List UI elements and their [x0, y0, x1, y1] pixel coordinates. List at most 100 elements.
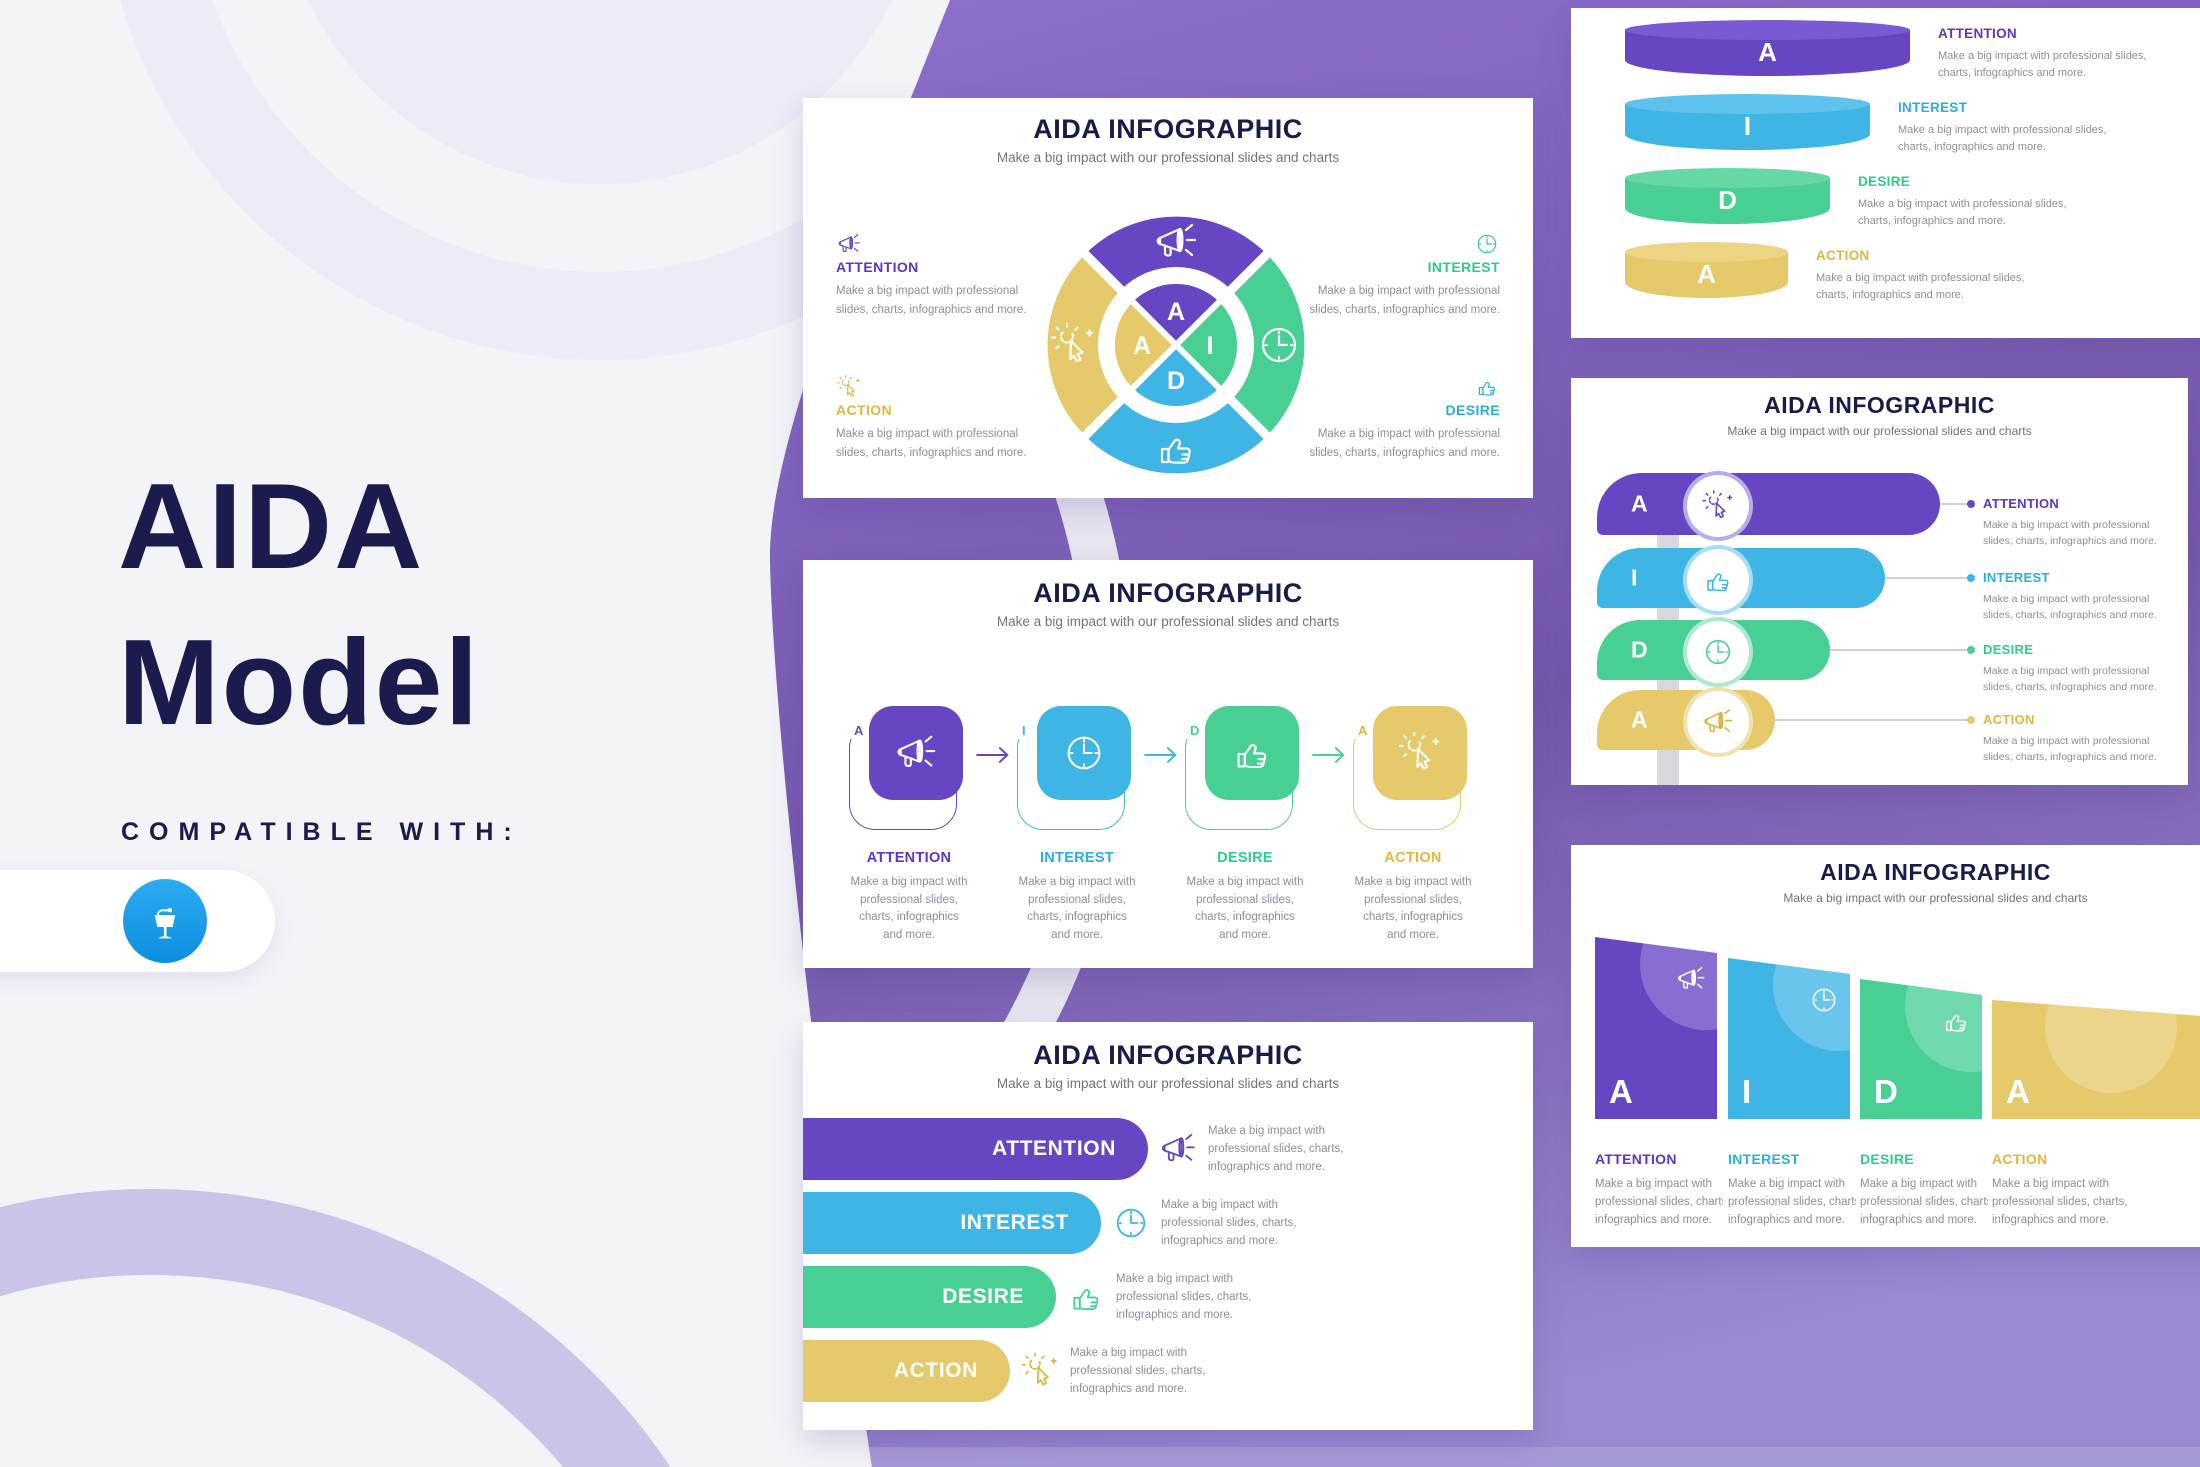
cylinder-text: Make a big impact with professional slid… — [1938, 50, 2147, 79]
slide-step-flow: AIDA INFOGRAPHIC Make a big impact with … — [803, 560, 1533, 968]
pill-label-interest: INTEREST — [1983, 570, 2050, 585]
clock-icon — [1701, 635, 1735, 669]
cylinder-desire: D — [1625, 168, 1830, 232]
step-box — [1373, 706, 1467, 800]
column-letter: A — [1609, 1073, 1633, 1110]
step-text: Make a big impact with professional slide… — [1354, 876, 1472, 941]
bar-action: ACTION — [803, 1340, 1010, 1402]
clock-icon — [1061, 730, 1107, 776]
aida-wheel-diagram: A I D A — [1038, 207, 1314, 483]
slide-subtitle: Make a big impact with our professional … — [996, 614, 1340, 629]
pill-text: Make a big impact with professional slide… — [1983, 593, 2157, 621]
megaphone-icon — [1158, 1129, 1198, 1169]
cursor-click-icon — [1397, 730, 1443, 776]
callout-text: Make a big impact with professional slide… — [836, 285, 1027, 316]
column-label-action: ACTION — [1992, 1151, 2048, 1167]
callout-text: Make a big impact with professional slide… — [836, 428, 1027, 459]
callout-label-interest: INTEREST — [1427, 259, 1500, 275]
arrow-icon — [975, 742, 1011, 768]
column-desire: D — [1860, 979, 1982, 1119]
pill-label-attention: ATTENTION — [1983, 496, 2060, 511]
pill-circle — [1683, 617, 1753, 687]
page-title-line1: AIDA — [118, 458, 425, 594]
cursor-click-icon — [1020, 1351, 1060, 1391]
step-letter: A — [1358, 723, 1368, 738]
slide-horizontal-bars: AIDA INFOGRAPHIC Make a big impact with … — [803, 1022, 1533, 1430]
compatible-with-label: COMPATIBLE WITH: — [121, 818, 522, 846]
step-box — [1037, 706, 1131, 800]
step-label-desire: DESIRE — [1217, 850, 1273, 866]
thumbs-up-icon — [1701, 563, 1735, 597]
slide-title: AIDA INFOGRAPHIC — [1033, 578, 1303, 608]
megaphone-icon — [1675, 963, 1707, 995]
cylinder-attention: A — [1625, 20, 1910, 84]
pill-circle — [1683, 545, 1753, 615]
bar-interest: INTEREST — [803, 1192, 1101, 1254]
pill-letter: D — [1631, 636, 1648, 663]
cylinder-text: Make a big impact with professional slid… — [1898, 124, 2107, 153]
column-text: Make a big impact with professional slide… — [1728, 1178, 1856, 1226]
thumbs-up-icon — [1940, 1005, 1972, 1037]
step-text: Make a big impact with professional slide… — [850, 876, 968, 941]
clock-icon — [1111, 1203, 1151, 1243]
callout-label-desire: DESIRE — [1445, 402, 1500, 418]
bar-text: Make a big impact with professional slide… — [1116, 1273, 1252, 1321]
thumbs-up-icon — [1229, 730, 1275, 776]
bar-text: Make a big impact with professional slide… — [1208, 1125, 1344, 1173]
step-label-interest: INTEREST — [1039, 850, 1115, 866]
cylinder-text: Make a big impact with professional slid… — [1816, 272, 2025, 301]
pill-circle — [1683, 687, 1753, 757]
column-text: Make a big impact with professional slide… — [1860, 1178, 1988, 1226]
pill-text: Make a big impact with professional slide… — [1983, 665, 2157, 693]
callout-text: Make a big impact with professional slide… — [1309, 285, 1500, 316]
pill-letter: I — [1631, 564, 1638, 591]
cylinder-label-desire: DESIRE — [1858, 174, 1911, 189]
bar-desire: DESIRE — [803, 1266, 1056, 1328]
keynote-pill — [0, 870, 275, 972]
cylinder-action: A — [1625, 242, 1788, 306]
thumbs-up-icon — [1066, 1277, 1106, 1317]
slide-title: AIDA INFOGRAPHIC — [1033, 1040, 1303, 1070]
clock-icon — [1474, 231, 1500, 257]
cylinder-letter: A — [1758, 37, 1777, 67]
megaphone-icon — [1701, 705, 1735, 739]
arrow-icon — [1143, 742, 1179, 768]
cylinder-label-interest: INTEREST — [1898, 100, 1968, 115]
megaphone-icon — [836, 231, 862, 257]
column-label-desire: DESIRE — [1860, 1151, 1914, 1167]
pill-text: Make a big impact with professional slide… — [1983, 519, 2157, 547]
thumbs-up-icon — [1474, 374, 1500, 400]
column-attention: A — [1595, 937, 1717, 1119]
cylinder-letter: A — [1697, 259, 1716, 289]
slide-title: AIDA INFOGRAPHIC — [1764, 392, 1995, 418]
slide-cylinders: A ATTENTION Make a big impact with profe… — [1571, 8, 2200, 338]
cylinder-label-attention: ATTENTION — [1938, 26, 2017, 41]
column-label-attention: ATTENTION — [1595, 1151, 1677, 1167]
column-label-interest: INTEREST — [1728, 1151, 1800, 1167]
clock-icon — [1261, 327, 1297, 363]
step-box — [869, 706, 963, 800]
wheel-letter-a-top: A — [1167, 298, 1185, 326]
slide-columns: AIDA INFOGRAPHIC Make a big impact with … — [1571, 845, 2200, 1247]
decor-ring-bottomleft — [0, 1189, 671, 1467]
page-title-line2: Model — [118, 614, 481, 750]
bar-text: Make a big impact with professional slide… — [1161, 1199, 1297, 1247]
wheel-letter-i: I — [1207, 332, 1214, 360]
clock-icon — [1808, 984, 1840, 1016]
step-action: A — [1347, 706, 1481, 838]
cylinder-text: Make a big impact with professional slid… — [1858, 198, 2067, 227]
step-desire: D — [1179, 706, 1313, 838]
keynote-icon — [123, 879, 207, 963]
slide-subtitle: Make a big impact with our professional … — [996, 150, 1340, 165]
cylinder-letter: I — [1743, 111, 1752, 141]
pill-letter: A — [1631, 490, 1648, 517]
column-text: Make a big impact with professional slide… — [1595, 1178, 1723, 1226]
step-box — [1205, 706, 1299, 800]
step-label-attention: ATTENTION — [866, 850, 952, 866]
callout-text: Make a big impact with professional slide… — [1309, 428, 1500, 459]
slide-subtitle: Make a big impact with our professional … — [1783, 891, 2088, 905]
slide-title: AIDA INFOGRAPHIC — [1820, 859, 2051, 885]
pill-circle — [1683, 471, 1753, 541]
column-action: A — [1992, 1000, 2200, 1119]
column-letter: I — [1742, 1073, 1752, 1110]
